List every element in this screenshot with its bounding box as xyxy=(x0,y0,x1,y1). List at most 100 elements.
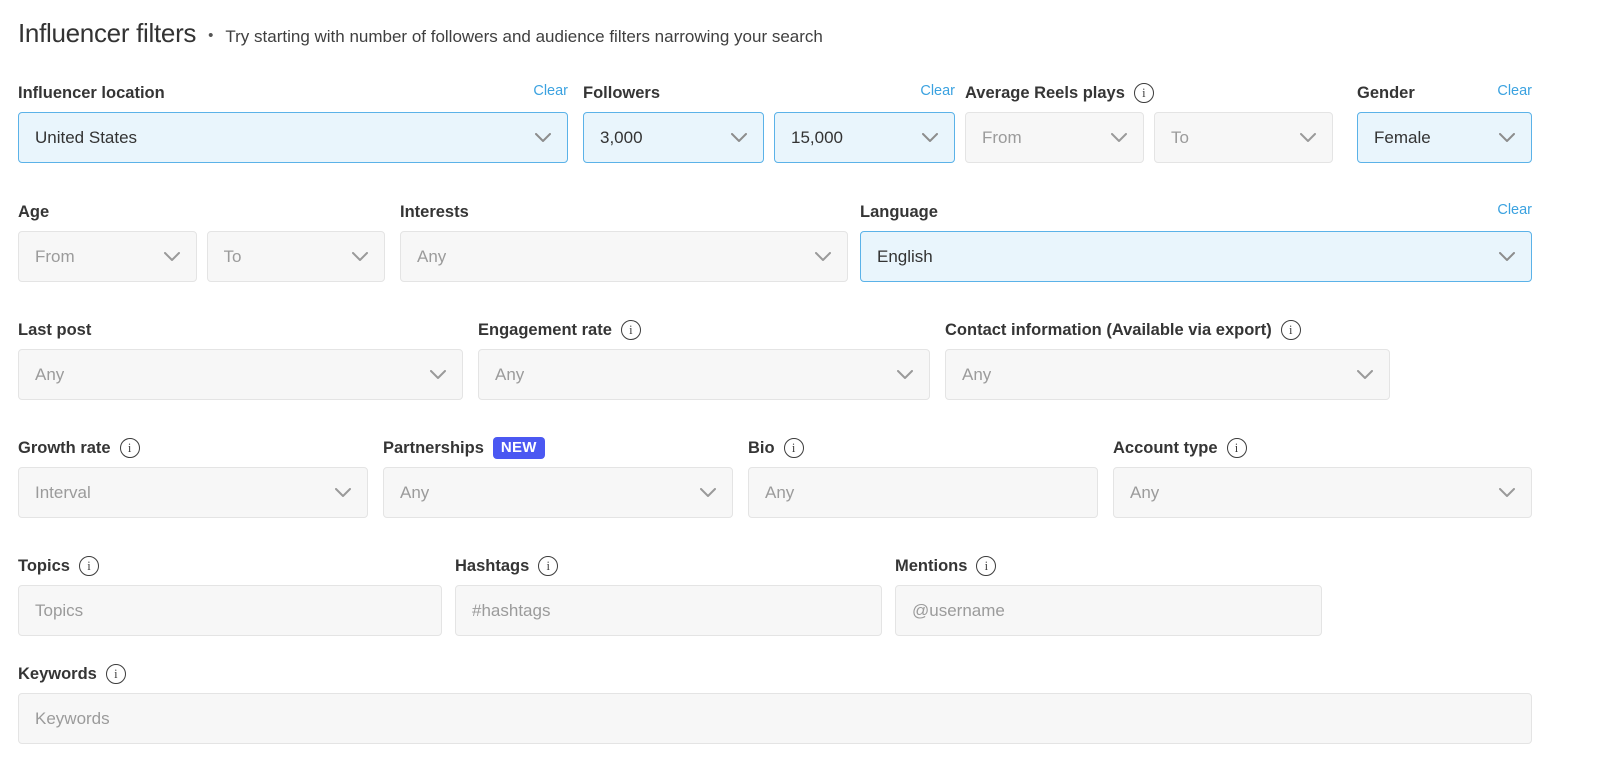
chevron-down-icon xyxy=(1300,133,1316,142)
header: Influencer filters • Try starting with n… xyxy=(18,18,1578,49)
page-title: Influencer filters xyxy=(18,18,197,48)
info-icon[interactable]: i xyxy=(1226,438,1247,458)
followers-to-select[interactable]: 15,000 xyxy=(774,112,955,163)
age-to-placeholder: To xyxy=(223,246,242,266)
chevron-down-icon xyxy=(1499,488,1515,497)
new-badge: NEW xyxy=(492,437,545,459)
chevron-down-icon xyxy=(430,370,446,379)
topics-input[interactable] xyxy=(18,585,442,636)
chevron-down-icon xyxy=(535,133,551,142)
followers-label: Followers xyxy=(583,83,661,102)
chevron-down-icon xyxy=(731,133,747,142)
field-influencer-location: Influencer location Clear United States xyxy=(18,82,568,163)
contact-information-placeholder: Any xyxy=(962,364,992,384)
hashtags-input[interactable] xyxy=(455,585,882,636)
followers-to-value: 15,000 xyxy=(791,127,843,147)
growth-rate-select[interactable]: Interval xyxy=(18,467,368,518)
field-account-type: Account type i Any xyxy=(1113,437,1532,518)
last-post-select[interactable]: Any xyxy=(18,349,463,400)
mentions-input[interactable] xyxy=(895,585,1322,636)
field-mentions: Mentions i xyxy=(895,555,1322,636)
account-type-select[interactable]: Any xyxy=(1113,467,1532,518)
bio-label: Bio xyxy=(748,438,775,457)
info-icon[interactable]: i xyxy=(620,320,641,340)
keywords-input[interactable] xyxy=(18,693,1532,744)
field-followers: Followers Clear 3,000 15,000 xyxy=(583,82,955,163)
chevron-down-icon xyxy=(335,488,351,497)
chevron-down-icon xyxy=(897,370,913,379)
engagement-rate-select[interactable]: Any xyxy=(478,349,930,400)
chevron-down-icon xyxy=(163,252,180,261)
followers-from-select[interactable]: 3,000 xyxy=(583,112,764,163)
field-growth-rate: Growth rate i Interval xyxy=(18,437,368,518)
field-interests: Interests Any xyxy=(400,201,848,282)
hashtags-label: Hashtags xyxy=(455,556,530,575)
interests-placeholder: Any xyxy=(417,246,447,266)
field-topics: Topics i xyxy=(18,555,442,636)
info-icon[interactable]: i xyxy=(783,438,804,458)
growth-rate-label: Growth rate xyxy=(18,438,111,457)
field-keywords: Keywords i xyxy=(18,663,1532,744)
language-clear-link[interactable]: Clear xyxy=(1497,202,1532,218)
info-icon[interactable]: i xyxy=(976,556,997,576)
growth-rate-placeholder: Interval xyxy=(35,482,91,502)
average-reels-plays-to-select[interactable]: To xyxy=(1154,112,1333,163)
contact-information-label: Contact information (Available via expor… xyxy=(945,320,1272,339)
chevron-down-icon xyxy=(922,133,938,142)
field-partnerships: Partnerships NEW Any xyxy=(383,437,733,518)
field-contact-information: Contact information (Available via expor… xyxy=(945,319,1390,400)
info-icon[interactable]: i xyxy=(1280,320,1301,340)
field-bio: Bio i xyxy=(748,437,1098,518)
field-language: Language Clear English xyxy=(860,201,1532,282)
chevron-down-icon xyxy=(1499,252,1515,261)
gender-value: Female xyxy=(1374,127,1431,147)
chevron-down-icon xyxy=(815,252,831,261)
partnerships-placeholder: Any xyxy=(400,482,430,502)
gender-clear-link[interactable]: Clear xyxy=(1497,83,1532,99)
info-icon[interactable]: i xyxy=(1133,83,1154,103)
engagement-rate-placeholder: Any xyxy=(495,364,525,384)
influencer-location-label: Influencer location xyxy=(18,83,165,102)
chevron-down-icon xyxy=(700,488,716,497)
topics-label: Topics xyxy=(18,556,70,575)
followers-from-value: 3,000 xyxy=(600,127,643,147)
account-type-placeholder: Any xyxy=(1130,482,1160,502)
info-icon[interactable]: i xyxy=(119,438,140,458)
separator-dot: • xyxy=(208,27,214,44)
field-hashtags: Hashtags i xyxy=(455,555,882,636)
age-to-select[interactable]: To xyxy=(206,231,385,282)
interests-select[interactable]: Any xyxy=(400,231,848,282)
info-icon[interactable]: i xyxy=(105,664,126,684)
gender-select[interactable]: Female xyxy=(1357,112,1532,163)
info-icon[interactable]: i xyxy=(538,556,559,576)
last-post-placeholder: Any xyxy=(35,364,65,384)
partnerships-select[interactable]: Any xyxy=(383,467,733,518)
last-post-label: Last post xyxy=(18,320,92,339)
engagement-rate-label: Engagement rate xyxy=(478,320,612,339)
language-select[interactable]: English xyxy=(860,231,1532,282)
followers-clear-link[interactable]: Clear xyxy=(920,83,955,99)
language-label: Language xyxy=(860,202,938,221)
interests-label: Interests xyxy=(400,202,469,221)
chevron-down-icon xyxy=(1357,370,1373,379)
field-average-reels-plays: Average Reels plays i From To xyxy=(965,82,1333,163)
mentions-label: Mentions xyxy=(895,556,968,575)
influencer-location-clear-link[interactable]: Clear xyxy=(533,83,568,99)
age-label: Age xyxy=(18,202,50,221)
account-type-label: Account type xyxy=(1113,438,1218,457)
chevron-down-icon xyxy=(1499,133,1515,142)
age-from-placeholder: From xyxy=(35,246,75,266)
average-reels-plays-label: Average Reels plays xyxy=(965,83,1125,102)
average-reels-plays-from-placeholder: From xyxy=(982,127,1022,147)
average-reels-plays-from-select[interactable]: From xyxy=(965,112,1144,163)
gender-label: Gender xyxy=(1357,83,1415,102)
keywords-label: Keywords xyxy=(18,664,97,683)
field-gender: Gender Clear Female xyxy=(1357,82,1532,163)
field-age: Age From To xyxy=(18,201,385,282)
age-from-select[interactable]: From xyxy=(18,231,197,282)
info-icon[interactable]: i xyxy=(78,556,99,576)
influencer-location-select[interactable]: United States xyxy=(18,112,568,163)
contact-information-select[interactable]: Any xyxy=(945,349,1390,400)
bio-input[interactable] xyxy=(748,467,1098,518)
